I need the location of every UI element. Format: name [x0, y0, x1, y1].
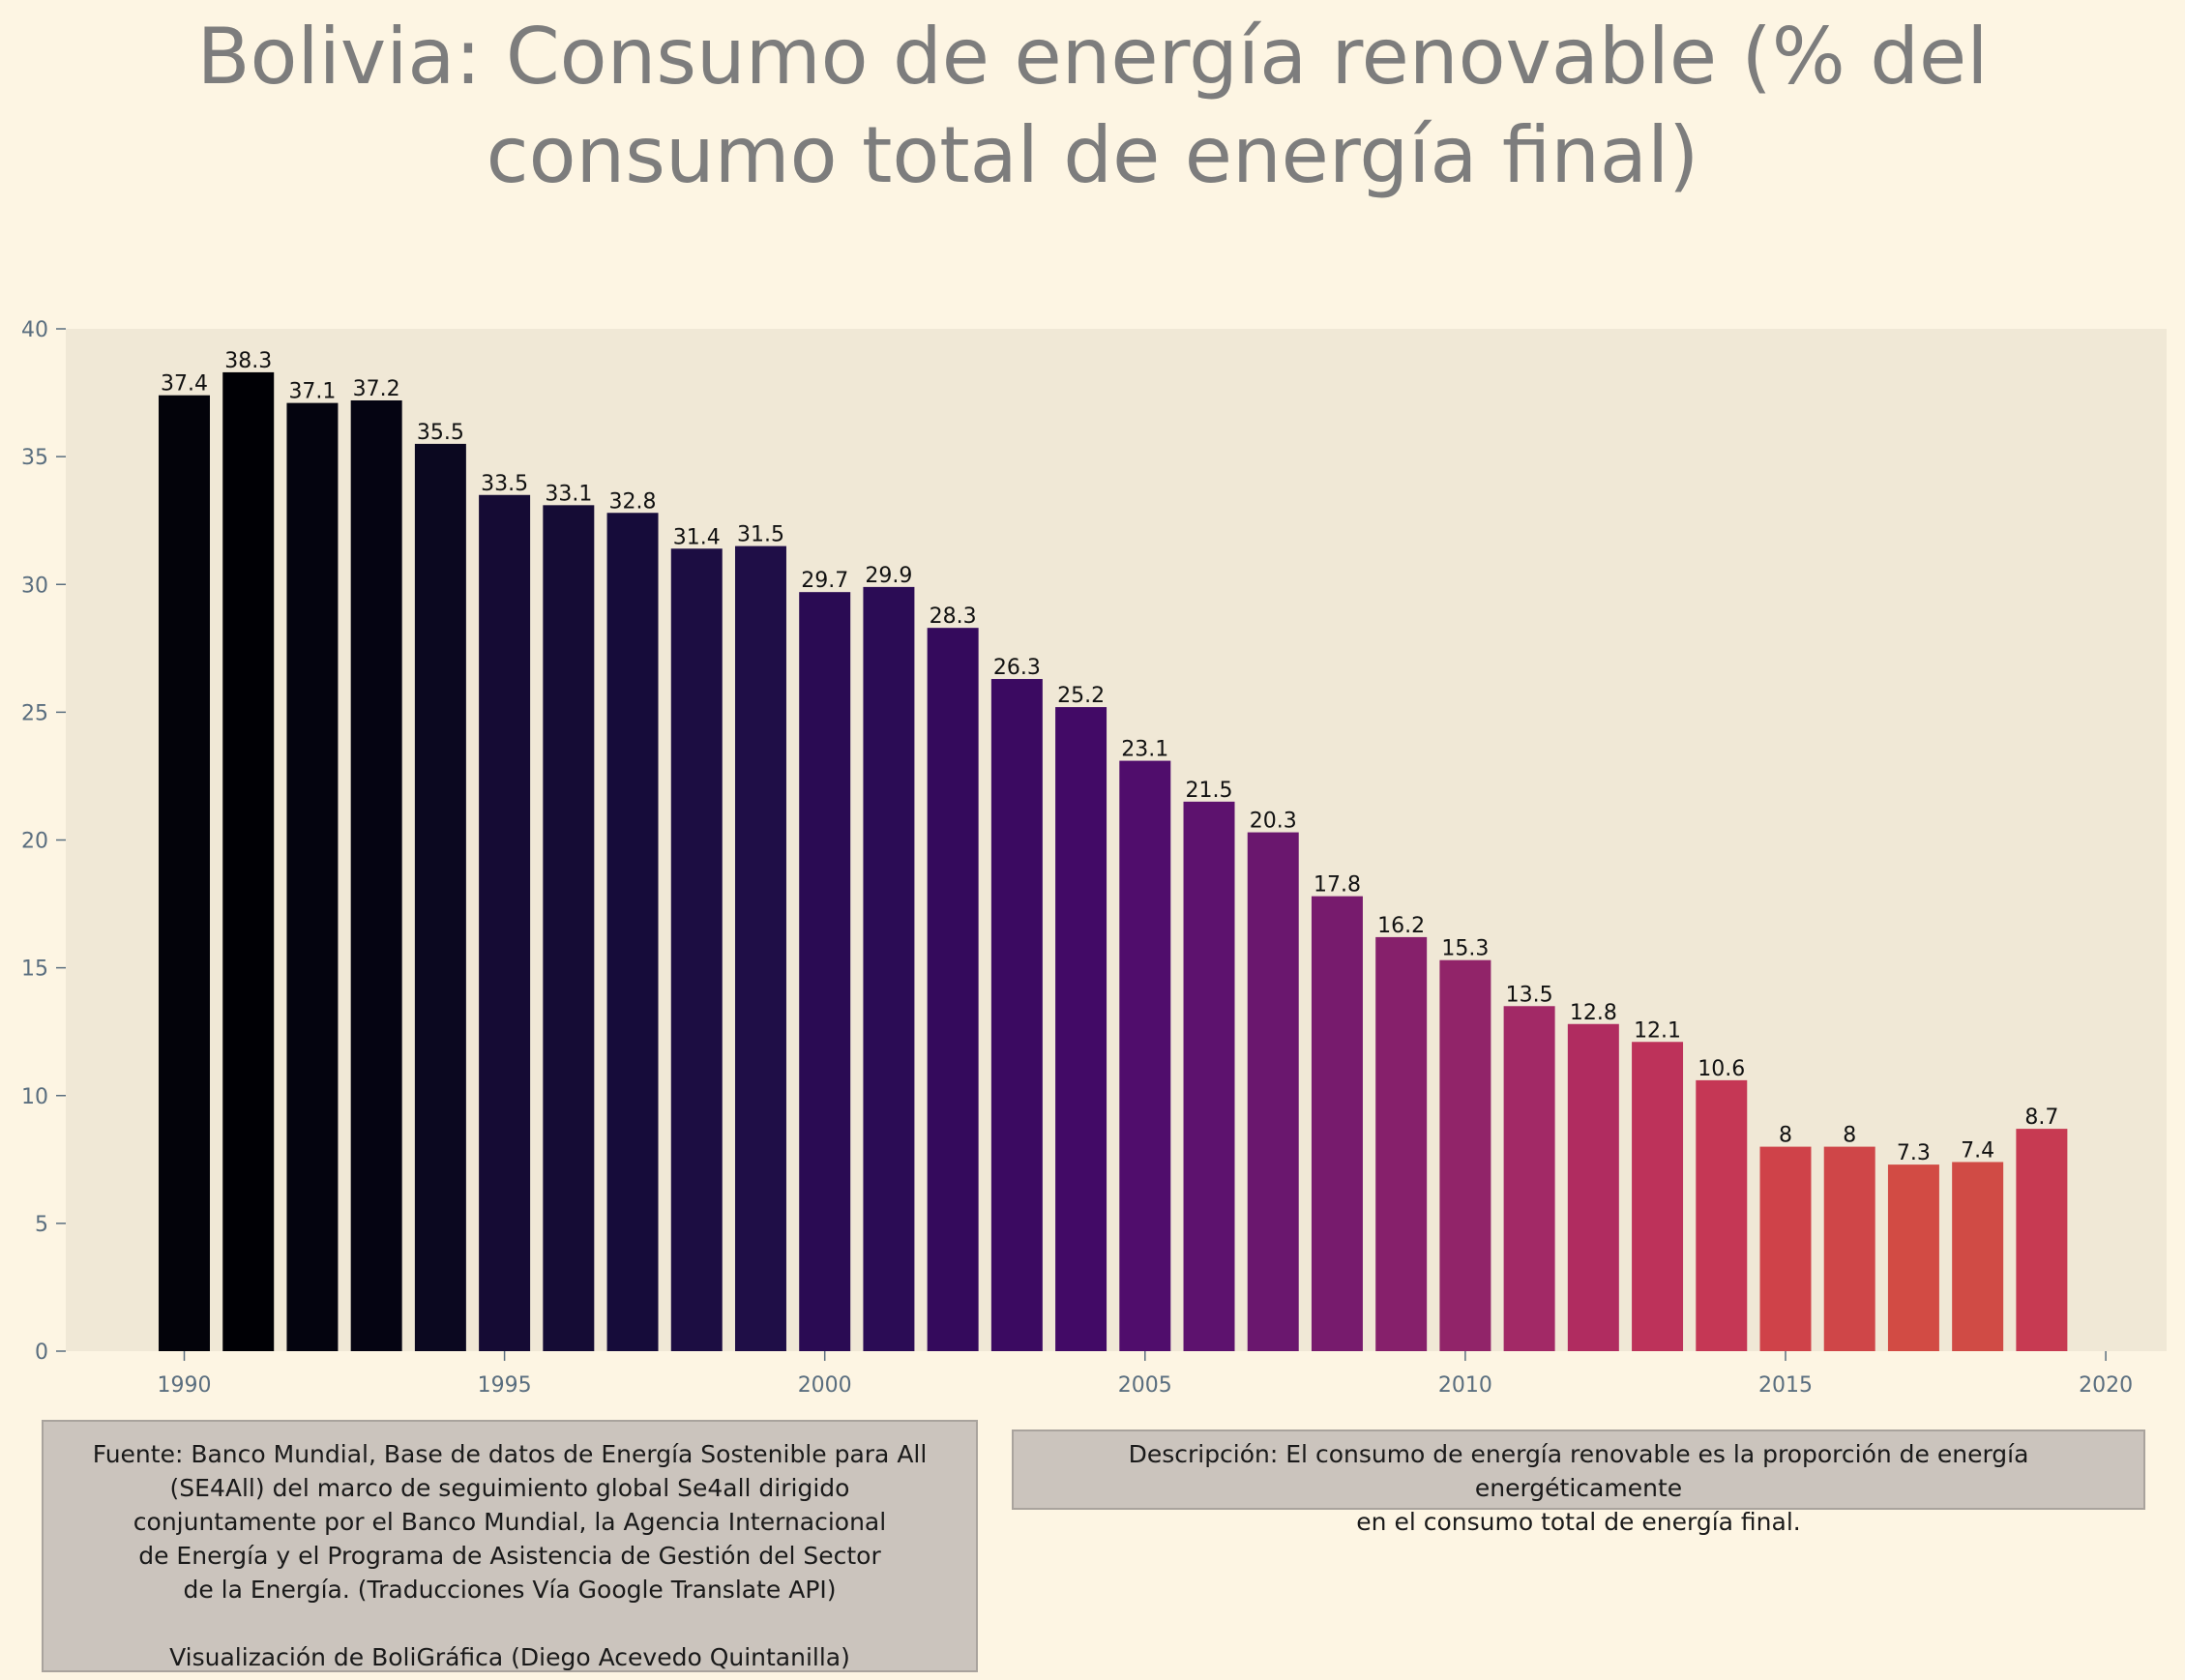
data-label-1990: 37.4 — [161, 372, 208, 397]
data-label-1999: 31.5 — [737, 523, 784, 547]
bar-2000 — [799, 592, 851, 1351]
data-label-2004: 25.2 — [1057, 684, 1105, 708]
bar-1992 — [286, 402, 339, 1351]
y-tick-label: 30 — [21, 574, 48, 598]
data-label-2006: 21.5 — [1186, 779, 1233, 803]
bar-2001 — [863, 586, 915, 1351]
data-label-2011: 13.5 — [1506, 983, 1553, 1007]
x-tick-label: 2020 — [2079, 1373, 2133, 1398]
x-tick-label: 1995 — [478, 1373, 532, 1398]
bar-1993 — [350, 399, 402, 1351]
data-label-1997: 32.8 — [609, 489, 657, 514]
bar-2004 — [1055, 707, 1107, 1351]
data-label-2001: 29.9 — [865, 564, 912, 588]
data-label-1992: 37.1 — [288, 380, 336, 404]
data-label-2010: 15.3 — [1441, 937, 1489, 961]
data-label-2014: 10.6 — [1698, 1057, 1745, 1081]
chart-title-line-2: consumo total de energía final) — [486, 110, 1699, 200]
data-label-2017: 7.3 — [1897, 1141, 1931, 1165]
data-label-2000: 29.7 — [801, 569, 848, 593]
chart-title-line-1: Bolivia: Consumo de energía renovable (%… — [196, 12, 1989, 102]
bar-2017 — [1887, 1164, 1939, 1351]
bar-2010 — [1439, 959, 1491, 1351]
data-labels: 37.4 38.3 37.1 37.2 35.5 33.5 33.1 32.8 31.4 31.5… — [161, 349, 2058, 1165]
description-note: Descripción: El consumo de energía renov… — [1012, 1429, 2145, 1536]
data-label-2007: 20.3 — [1250, 810, 1297, 834]
bar-2019 — [2016, 1129, 2068, 1351]
data-label-1991: 38.3 — [224, 349, 272, 373]
data-label-2008: 17.8 — [1314, 873, 1361, 898]
data-label-2015: 8 — [1779, 1124, 1792, 1148]
y-tick-label: 5 — [35, 1213, 48, 1237]
x-tick-label: 2000 — [798, 1373, 852, 1398]
bar-2012 — [1567, 1023, 1619, 1351]
bar-2016 — [1823, 1146, 1875, 1351]
bar-1990 — [159, 395, 210, 1352]
bar-1995 — [479, 494, 531, 1351]
bar-2007 — [1247, 832, 1299, 1351]
bar-1996 — [543, 505, 595, 1351]
data-label-2012: 12.8 — [1570, 1001, 1617, 1025]
y-tick-label: 40 — [21, 318, 48, 342]
source-note: Fuente: Banco Mundial, Base de datos de … — [42, 1420, 978, 1672]
bar-2006 — [1183, 801, 1235, 1351]
data-label-1998: 31.4 — [673, 525, 721, 549]
bar-2005 — [1119, 760, 1171, 1351]
data-label-2018: 7.4 — [1961, 1138, 1994, 1163]
y-tick-label: 25 — [21, 701, 48, 725]
data-label-2009: 16.2 — [1377, 914, 1425, 938]
bar-1994 — [414, 443, 466, 1352]
bars — [159, 371, 2068, 1352]
x-tick-label: 2010 — [1438, 1373, 1492, 1398]
y-tick-label: 20 — [21, 830, 48, 854]
bar-2003 — [990, 679, 1043, 1351]
bar-2015 — [1759, 1146, 1812, 1351]
data-label-1996: 33.1 — [545, 482, 592, 506]
bar-2011 — [1503, 1006, 1555, 1351]
y-tick-label: 10 — [21, 1085, 48, 1109]
chart-title: Bolivia: Consumo de energía renovable (%… — [0, 8, 2185, 205]
y-tick-label: 35 — [21, 446, 48, 470]
bar-2013 — [1632, 1042, 1684, 1351]
data-label-1994: 35.5 — [417, 421, 464, 445]
data-label-2003: 26.3 — [993, 656, 1041, 680]
y-axis: 0 5 10 15 20 25 30 35 40 — [21, 318, 66, 1365]
data-label-2019: 8.7 — [2024, 1105, 2058, 1130]
data-label-1993: 37.2 — [353, 377, 400, 401]
bar-1998 — [670, 548, 723, 1351]
data-label-2013: 12.1 — [1634, 1018, 1681, 1043]
bar-1999 — [734, 545, 786, 1351]
x-axis: 1990 1995 2000 2005 2010 2015 2020 — [158, 1351, 2133, 1398]
y-tick-label: 0 — [35, 1341, 48, 1365]
bar-2002 — [927, 628, 979, 1351]
bar-2009 — [1375, 936, 1428, 1351]
bar-1997 — [606, 513, 659, 1351]
y-tick-label: 15 — [21, 958, 48, 982]
data-label-2005: 23.1 — [1121, 738, 1168, 762]
data-label-2002: 28.3 — [930, 604, 977, 629]
data-label-2016: 8 — [1843, 1124, 1856, 1148]
bar-2018 — [1952, 1162, 2004, 1351]
x-tick-label: 1990 — [158, 1373, 212, 1398]
x-tick-label: 2015 — [1758, 1373, 1813, 1398]
bar-1991 — [222, 371, 275, 1351]
bar-2014 — [1696, 1079, 1748, 1351]
data-label-1995: 33.5 — [481, 472, 528, 496]
bar-2008 — [1311, 896, 1363, 1351]
x-tick-label: 2005 — [1118, 1373, 1172, 1398]
